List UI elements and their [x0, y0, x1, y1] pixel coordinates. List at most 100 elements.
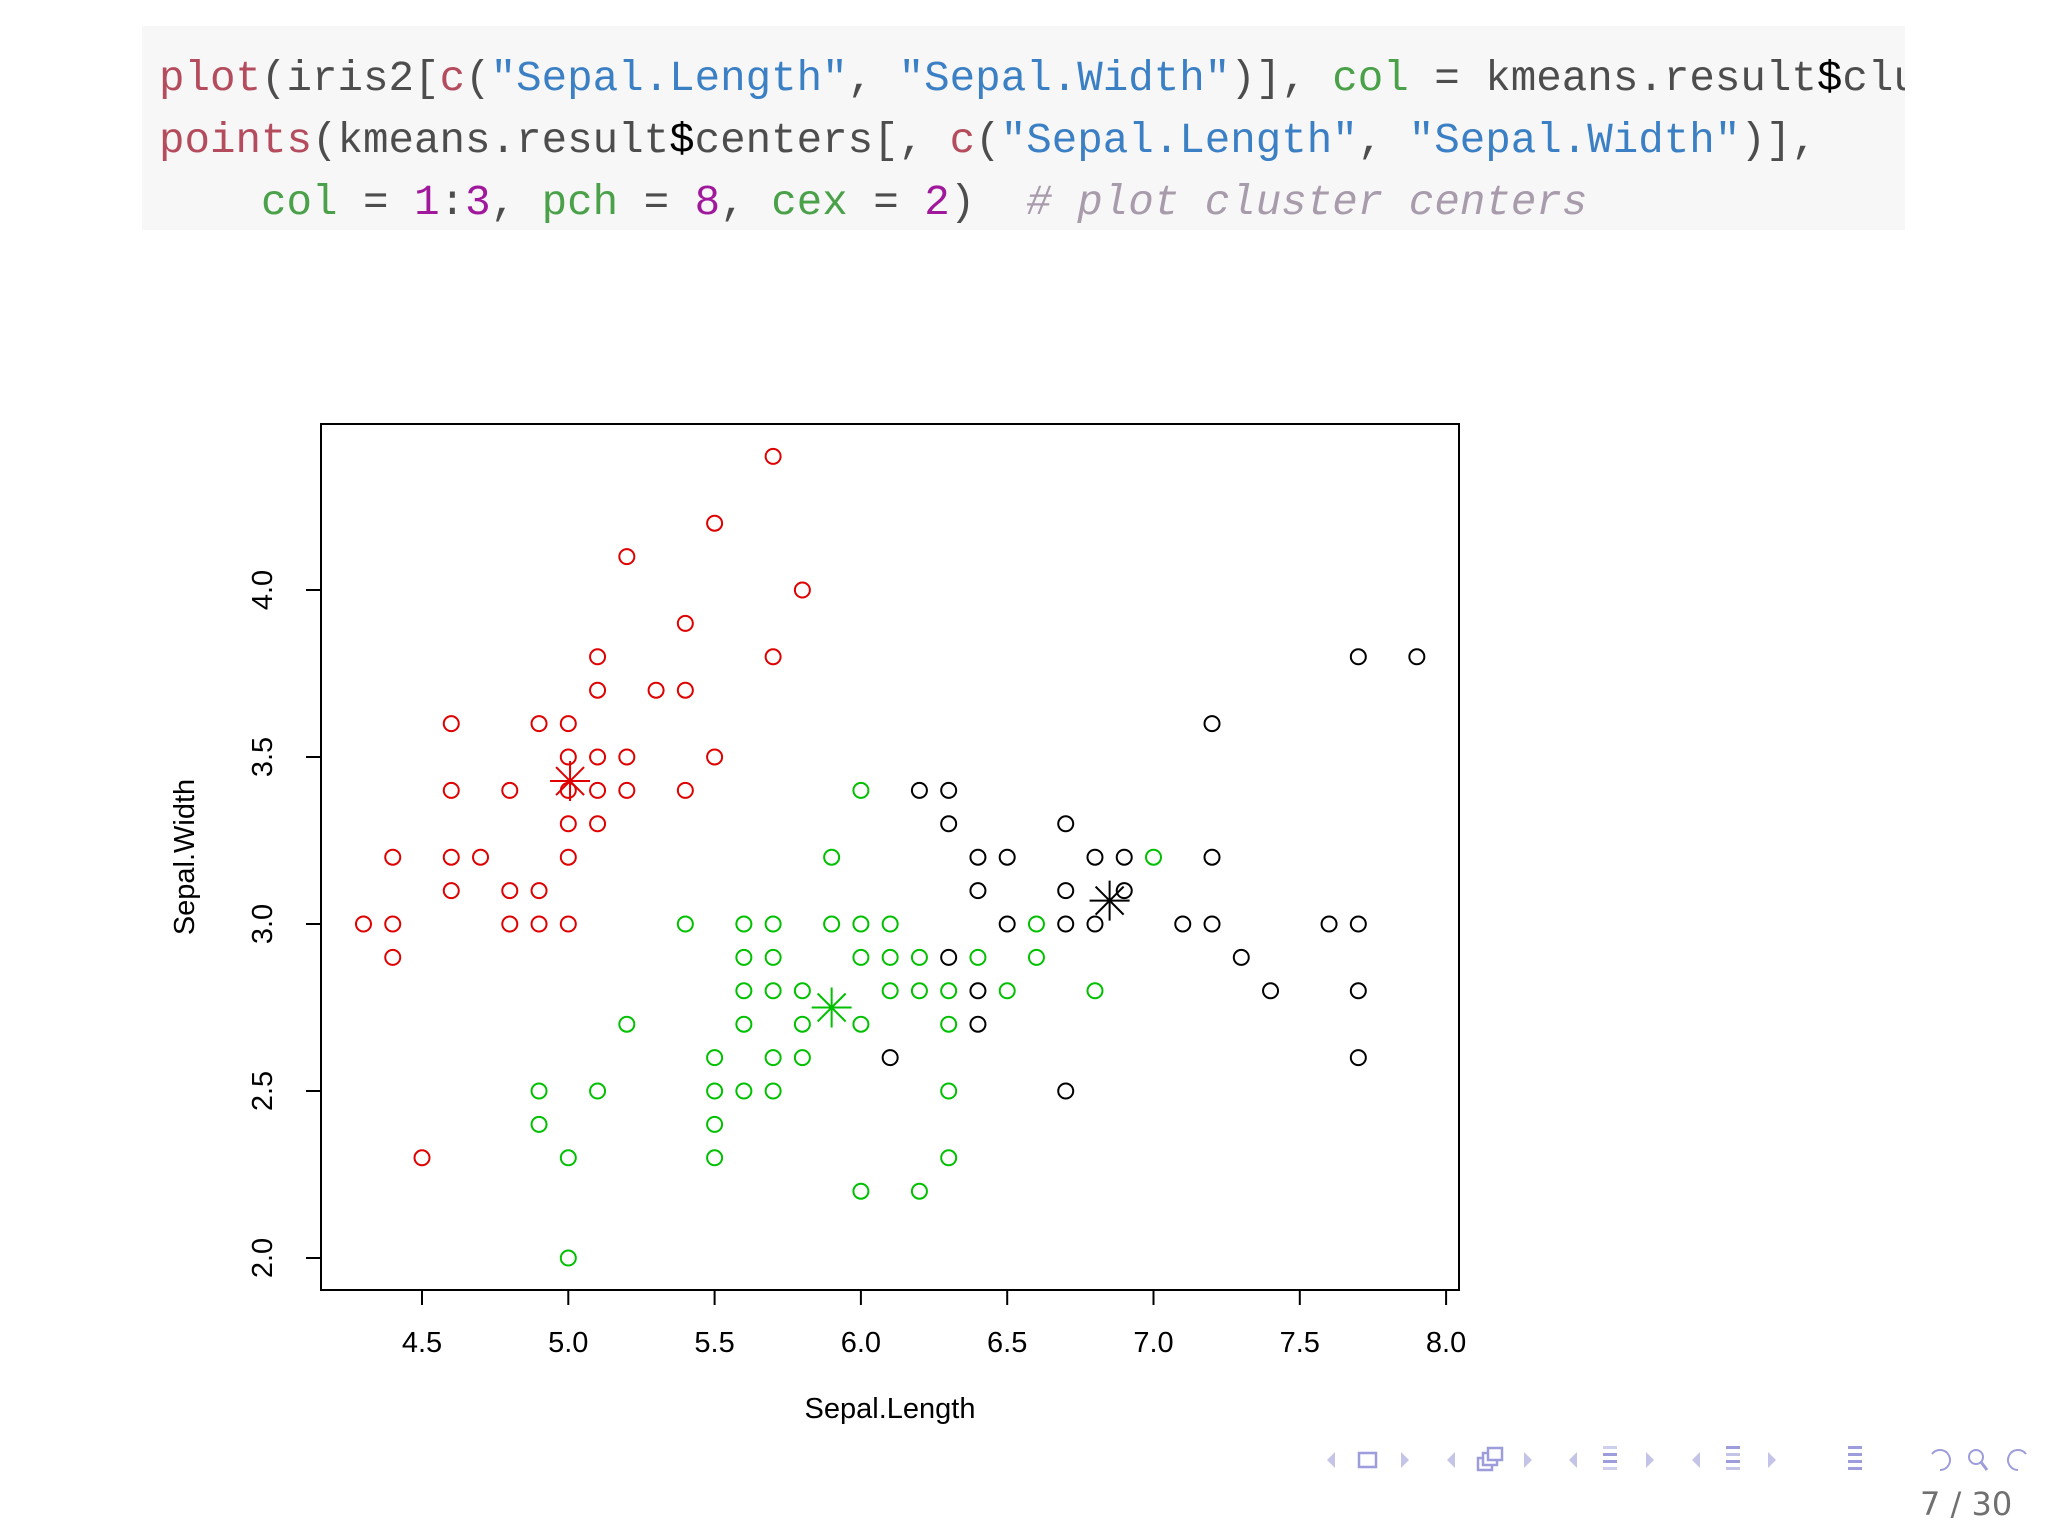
data-point-cluster-1	[764, 447, 782, 465]
asterisk-stroke	[816, 992, 847, 1023]
section-icon[interactable]	[1603, 1446, 1617, 1470]
bar-shape	[1848, 1460, 1862, 1463]
plot-box	[320, 423, 1460, 1291]
subsection-icon[interactable]	[1476, 1446, 1504, 1472]
document-icon[interactable]	[1726, 1446, 1740, 1470]
arrow-left-icon[interactable]	[1327, 1452, 1335, 1468]
data-point-cluster-2	[881, 982, 899, 1000]
data-point-cluster-3	[1203, 915, 1221, 933]
y-axis-label: Sepal.Width	[169, 779, 201, 935]
y-tick-label: 3.0	[247, 904, 279, 944]
data-point-cluster-3	[998, 915, 1016, 933]
arrow-right-icon[interactable]	[1524, 1452, 1532, 1468]
x-axis: 4.5 5.0 5.5 6.0 6.5 7.0 7.5 8.0	[402, 1289, 1466, 1359]
data-point-cluster-3	[1262, 982, 1280, 1000]
back-icon[interactable]	[1931, 1449, 1951, 1471]
code-token: "Sepal.Width"	[898, 55, 1231, 103]
bar-shape	[1603, 1460, 1617, 1463]
forward-icon[interactable]	[2007, 1449, 2027, 1471]
data-point-cluster-3	[1203, 848, 1221, 866]
data-point-cluster-2	[559, 1149, 577, 1167]
data-point-cluster-2	[940, 1015, 958, 1033]
code-token: 3	[465, 179, 491, 227]
data-points	[354, 447, 1426, 1267]
data-point-cluster-3	[1349, 1049, 1367, 1067]
data-point-cluster-2	[793, 982, 811, 1000]
data-point-cluster-2	[969, 948, 987, 966]
code-line-3: col = 1:3, pch = 8, cex = 2) # plot clus…	[159, 172, 1587, 230]
data-point-cluster-2	[910, 948, 928, 966]
bar-shape	[1726, 1453, 1740, 1456]
data-point-cluster-3	[1115, 848, 1133, 866]
data-point-cluster-1	[472, 848, 490, 866]
data-point-cluster-1	[559, 848, 577, 866]
code-token: =	[618, 179, 695, 227]
toc-icon[interactable]	[1848, 1446, 1862, 1470]
data-point-cluster-2	[940, 982, 958, 1000]
bar-shape	[1848, 1453, 1862, 1456]
arrow-right-icon[interactable]	[1768, 1452, 1776, 1468]
frame-shape	[1486, 1446, 1504, 1462]
data-point-cluster-3	[998, 848, 1016, 866]
handle-shape	[1979, 1461, 1989, 1471]
data-point-cluster-2	[852, 915, 870, 933]
data-point-cluster-1	[442, 715, 460, 733]
code-token: ,	[720, 179, 772, 227]
code-token: plot	[159, 55, 262, 103]
data-point-cluster-2	[1086, 982, 1104, 1000]
data-point-cluster-1	[589, 781, 607, 799]
frame-icon[interactable]	[1357, 1451, 1378, 1469]
code-token: ,	[847, 55, 899, 103]
data-point-cluster-2	[881, 948, 899, 966]
code-token: )],	[1230, 55, 1333, 103]
x-tick-label: 7.5	[1280, 1327, 1320, 1359]
x-tick-label: 5.0	[548, 1327, 588, 1359]
data-point-cluster-1	[442, 781, 460, 799]
data-point-cluster-1	[706, 514, 724, 532]
arrow-right-icon[interactable]	[1401, 1452, 1409, 1468]
code-token: points	[159, 117, 313, 165]
data-point-cluster-2	[530, 1082, 548, 1100]
code-token: "Sepal.Width"	[1408, 117, 1741, 165]
data-point-cluster-3	[1057, 882, 1075, 900]
arrow-left-icon[interactable]	[1692, 1452, 1700, 1468]
arrow-right-icon[interactable]	[1646, 1452, 1654, 1468]
code-token: ,	[490, 179, 542, 227]
code-token: = kmeans.result	[1408, 55, 1817, 103]
data-point-cluster-2	[852, 1015, 870, 1033]
data-point-cluster-2	[852, 948, 870, 966]
code-token: =	[847, 179, 925, 227]
arrow-shape	[1768, 1452, 1776, 1468]
data-point-cluster-2	[910, 982, 928, 1000]
y-tick-label: 2.5	[247, 1071, 279, 1111]
data-point-cluster-3	[1174, 915, 1192, 933]
bar-shape	[1726, 1467, 1740, 1470]
data-point-cluster-3	[1408, 648, 1426, 666]
arrow-left-icon[interactable]	[1569, 1452, 1577, 1468]
data-point-cluster-1	[618, 548, 636, 566]
data-point-cluster-2	[823, 915, 841, 933]
data-point-cluster-1	[647, 681, 665, 699]
data-point-cluster-1	[384, 848, 402, 866]
search-icon[interactable]	[1968, 1449, 1989, 1471]
data-point-cluster-1	[413, 1149, 431, 1167]
data-point-cluster-2	[735, 948, 753, 966]
code-token: col	[1332, 55, 1409, 103]
code-line-1: plot(iris2[c("Sepal.Length", "Sepal.Widt…	[159, 48, 1905, 110]
data-point-cluster-1	[384, 915, 402, 933]
x-tick-label: 8.0	[1426, 1327, 1466, 1359]
data-point-cluster-2	[706, 1115, 724, 1133]
data-point-cluster-2	[764, 1049, 782, 1067]
data-point-cluster-3	[1349, 982, 1367, 1000]
arrow-shape	[1327, 1452, 1335, 1468]
data-point-cluster-3	[1203, 715, 1221, 733]
bar-shape	[1603, 1467, 1617, 1470]
bar-shape	[1726, 1460, 1740, 1463]
arrow-shape	[1524, 1452, 1532, 1468]
data-point-cluster-1	[676, 781, 694, 799]
code-line-2: points(kmeans.result$centers[, c("Sepal.…	[159, 110, 1817, 172]
data-point-cluster-2	[676, 915, 694, 933]
data-point-cluster-1	[559, 715, 577, 733]
arrow-left-icon[interactable]	[1447, 1452, 1455, 1468]
code-token: (	[975, 117, 1001, 165]
